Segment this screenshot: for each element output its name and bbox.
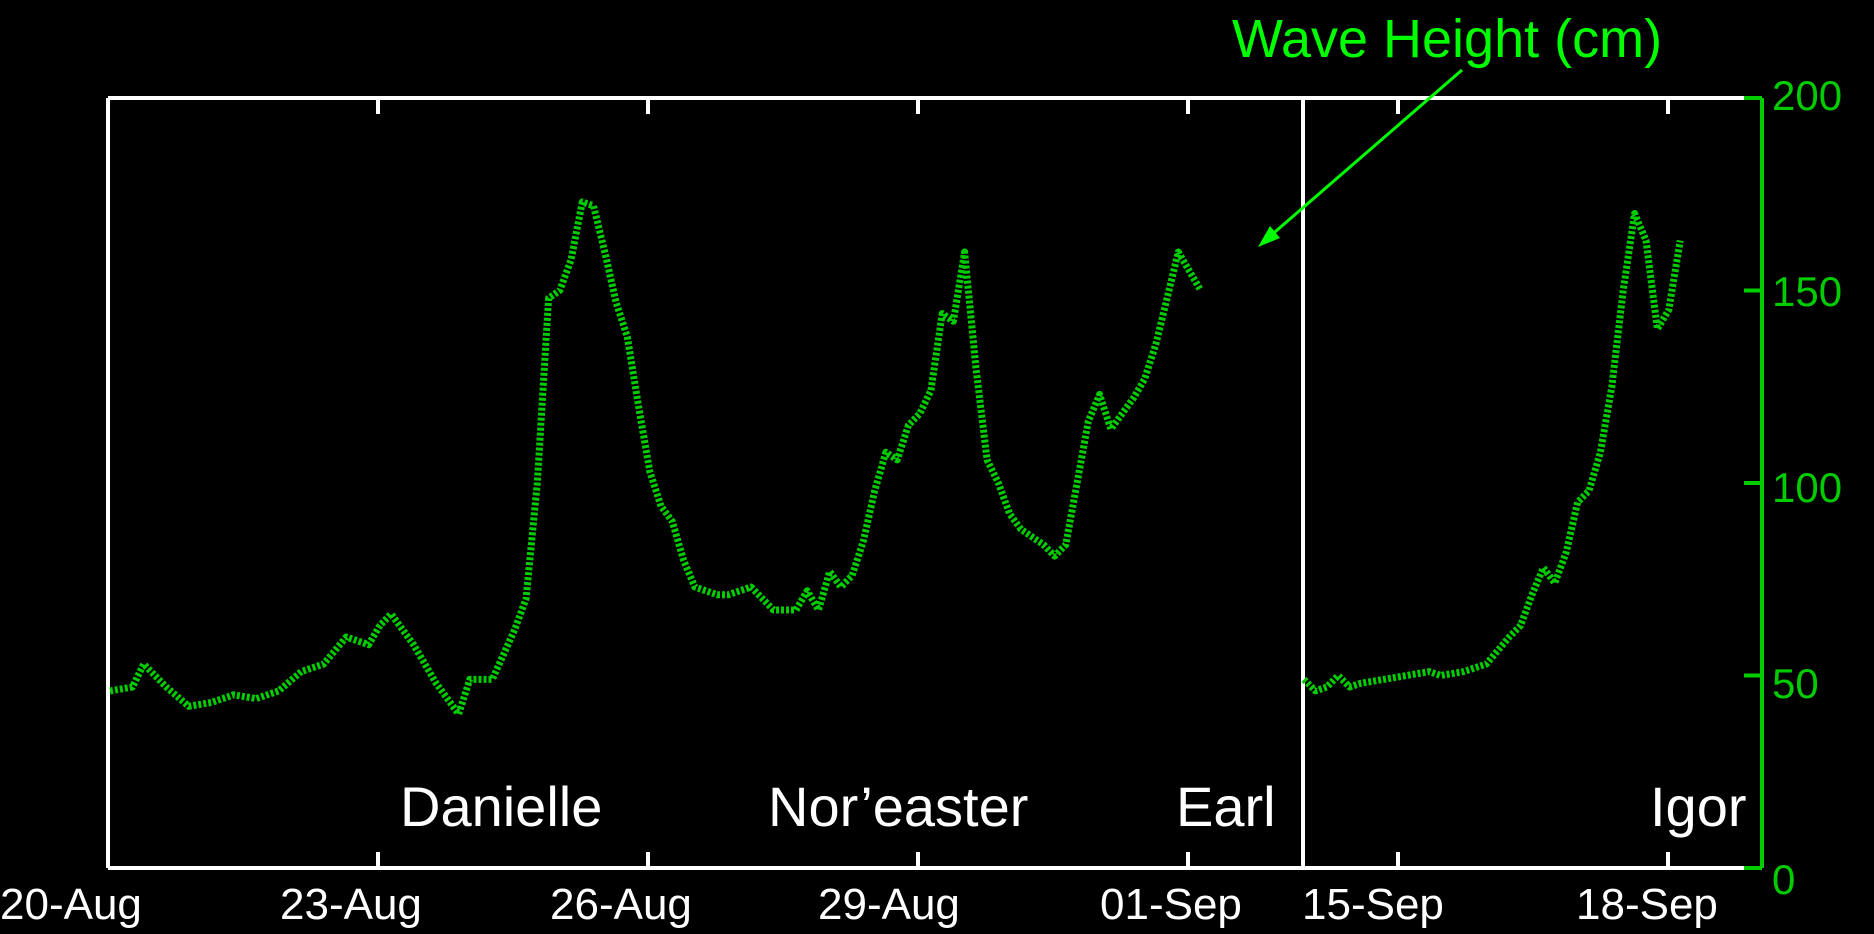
y-tick-label: 100 xyxy=(1772,464,1843,511)
x-tick-label: 26-Aug xyxy=(550,880,692,929)
x-tick-label: 29-Aug xyxy=(818,880,960,929)
wave-height-line-panel-1 xyxy=(109,198,1204,718)
x-tick-label: 15-Sep xyxy=(1302,880,1444,929)
storm-label-earl: Earl xyxy=(1176,775,1276,838)
annotation-arrowhead xyxy=(1258,226,1280,247)
storm-label-danielle: Danielle xyxy=(400,775,603,838)
wave-height-annotation: Wave Height (cm) xyxy=(1232,9,1663,69)
storm-label-igor: Igor xyxy=(1650,775,1747,838)
annotation-arrow xyxy=(1267,68,1463,240)
axes-frame xyxy=(106,96,1764,870)
x-tick-label: 18-Sep xyxy=(1576,880,1718,929)
wave-height-series xyxy=(109,198,1684,718)
tick-marks xyxy=(106,96,1762,870)
y-tick-label: 50 xyxy=(1772,660,1819,707)
storm-label-noreaster: Nor’easter xyxy=(768,775,1029,838)
x-tick-label: 01-Sep xyxy=(1100,880,1242,929)
y-tick-label: 0 xyxy=(1772,856,1796,903)
x-tick-label: 23-Aug xyxy=(280,880,422,929)
x-tick-label: 20-Aug xyxy=(0,880,142,929)
y-tick-label: 150 xyxy=(1772,268,1843,315)
y-tick-label: 200 xyxy=(1772,72,1843,119)
wave-height-line-panel-2 xyxy=(1301,210,1684,695)
